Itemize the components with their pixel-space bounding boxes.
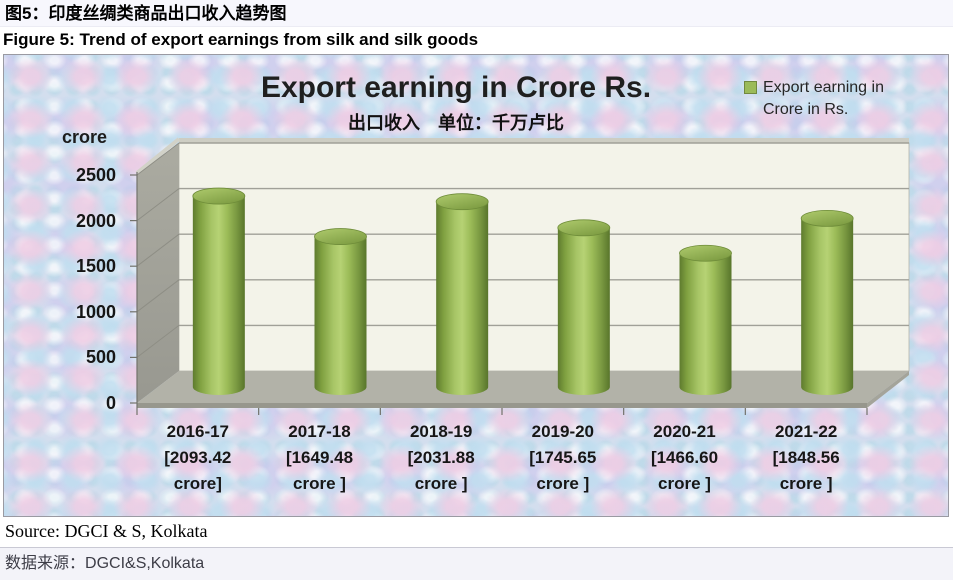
- side-wall-gridline: [136, 188, 180, 221]
- side-wall-gridline: [136, 142, 180, 176]
- side-wall-gridline: [136, 325, 180, 358]
- cylinder-body: [314, 236, 367, 395]
- legend: Export earning in Crore in Rs.: [744, 77, 924, 121]
- cylinder-bar: [679, 244, 732, 395]
- source-zh-value: DGCI&S,Kolkata: [85, 555, 205, 572]
- plot-floor-side-face: [867, 371, 909, 408]
- legend-label: Export earning in Crore in Rs.: [763, 79, 884, 118]
- cylinder-body: [801, 218, 854, 395]
- source-zh-label: 数据来源：: [5, 555, 86, 572]
- figure-caption-en: Figure 5: Trend of export earnings from …: [0, 27, 953, 54]
- cylinder-top: [314, 228, 367, 245]
- side-wall-gridline: [136, 233, 180, 267]
- source-line-zh: 数据来源：DGCI&S,Kolkata: [0, 547, 953, 580]
- cylinder-body: [557, 227, 610, 395]
- cylinder-bar: [800, 210, 854, 395]
- cylinder-body: [679, 253, 732, 395]
- figure-caption-zh: 图5：印度丝绸类商品出口收入趋势图: [0, 0, 953, 27]
- plot-back-wall: [178, 142, 910, 372]
- cylinder-bar: [192, 187, 246, 395]
- side-wall-bevel: [135, 137, 181, 175]
- cylinder-bar: [557, 219, 611, 395]
- chart-subtitle: 出口收入 单位：千万卢比: [348, 113, 564, 133]
- cylinder-top: [557, 219, 611, 237]
- cylinder-body: [436, 201, 489, 395]
- plot-3d-cylinder-chart: [130, 137, 910, 415]
- plot-floor: [137, 371, 909, 403]
- y-axis-unit-label: crore: [62, 127, 108, 147]
- cylinder-top: [435, 193, 489, 211]
- chart-area: Export earning in Crore Rs. 出口收入 单位：千万卢比…: [3, 54, 949, 517]
- side-wall-gridline: [136, 279, 180, 313]
- plot-floor-front-face: [137, 403, 867, 408]
- cylinder-bar: [314, 228, 367, 395]
- cylinder-top: [192, 187, 246, 205]
- back-wall-bevel: [179, 138, 909, 143]
- source-line-en: Source: DGCI & S, Kolkata: [0, 517, 953, 547]
- cylinder-bar: [435, 193, 489, 395]
- legend-swatch-icon: [744, 81, 757, 94]
- plot-side-wall: [137, 143, 179, 403]
- cylinder-top: [679, 244, 732, 262]
- chart-title: Export earning in Crore Rs.: [260, 71, 652, 104]
- cylinder-body: [192, 196, 245, 395]
- cylinder-top: [800, 210, 854, 227]
